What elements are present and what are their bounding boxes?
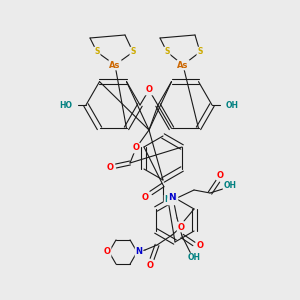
Text: O: O — [178, 223, 184, 232]
Text: O: O — [146, 85, 152, 94]
Text: O: O — [106, 163, 113, 172]
Text: O: O — [103, 248, 111, 256]
Text: O: O — [147, 260, 154, 269]
Text: O: O — [142, 193, 148, 202]
Text: NH: NH — [164, 196, 178, 205]
Text: As: As — [109, 61, 121, 70]
Text: O: O — [196, 242, 203, 250]
Text: OH: OH — [188, 254, 200, 262]
Text: S: S — [164, 47, 170, 56]
Text: O: O — [217, 170, 224, 179]
Text: As: As — [177, 61, 189, 70]
Text: OH: OH — [224, 181, 236, 190]
Text: OH: OH — [226, 100, 238, 109]
Text: HO: HO — [59, 100, 73, 109]
Text: N: N — [168, 194, 176, 202]
Text: S: S — [197, 47, 203, 56]
Text: S: S — [94, 47, 100, 56]
Text: S: S — [130, 47, 136, 56]
Text: O: O — [133, 143, 140, 152]
Text: N: N — [136, 248, 142, 256]
